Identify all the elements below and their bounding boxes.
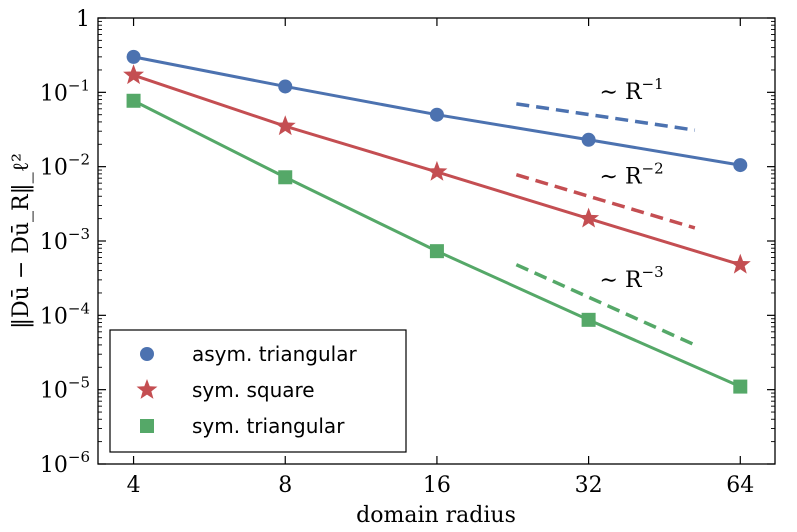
legend-marker-2 (136, 379, 158, 399)
series-3-point-2 (278, 170, 293, 185)
legend-marker-3 (140, 419, 154, 433)
plot-marks: ∼ R−1 ∼ R−2 ∼ R−3 (123, 49, 751, 394)
series-3-point-5 (733, 379, 748, 394)
x-tick-label-2: 8 (278, 473, 292, 498)
series-3-point-4 (581, 312, 596, 327)
legend-label-3: sym. triangular (192, 414, 345, 438)
series-1-point-2 (278, 79, 293, 94)
y-tick-label-6: 10−5 (40, 374, 90, 404)
x-tick-label-1: 4 (127, 473, 141, 498)
x-tick-label-4: 32 (575, 473, 603, 498)
y-tick-label-1: 1 (76, 7, 90, 32)
series-2-point-1 (123, 64, 145, 85)
series-2-point-4 (578, 207, 600, 228)
series-1-point-4 (581, 132, 596, 147)
legend-label-2: sym. square (192, 378, 315, 402)
reference-label-3: ∼ R−3 (600, 263, 664, 293)
series-1-point-1 (126, 49, 141, 64)
reference-label-1: ∼ R−1 (600, 75, 664, 105)
legend-marker-1 (140, 347, 154, 361)
legend-box (109, 329, 407, 453)
x-axis-label: domain radius (356, 503, 516, 528)
reference-line-2 (515, 173, 696, 230)
y-tick-label-5: 10−4 (40, 299, 90, 329)
y-tick-label-3: 10−2 (40, 151, 90, 181)
x-tick-label-3: 16 (423, 473, 451, 498)
x-tick-label-5: 64 (726, 473, 754, 498)
axis-ticks: 4 8 16 32 64 1 10−1 10−2 10−3 10−4 10−5 10−6 (40, 7, 775, 498)
legend: asym. triangular sym. square sym. triangul… (109, 329, 407, 453)
series-1-point-5 (733, 158, 748, 173)
series-2-point-3 (426, 160, 448, 181)
series-3-point-1 (126, 93, 141, 108)
legend-label-1: asym. triangular (192, 342, 357, 366)
series-2-point-2 (274, 115, 296, 136)
y-tick-label-4: 10−3 (40, 225, 90, 255)
y-tick-label-2: 10−1 (40, 76, 90, 106)
y-axis-label: ‖Dū − Dū_R‖_ℓ² (9, 153, 34, 329)
series-1-point-3 (429, 107, 444, 122)
reference-label-2: ∼ R−2 (600, 159, 664, 189)
reference-line-1 (516, 102, 696, 132)
y-tick-label-7: 10−6 (40, 448, 90, 478)
series-2-point-5 (729, 253, 751, 274)
series-3-point-3 (429, 244, 444, 259)
reference-line-3 (515, 263, 696, 347)
